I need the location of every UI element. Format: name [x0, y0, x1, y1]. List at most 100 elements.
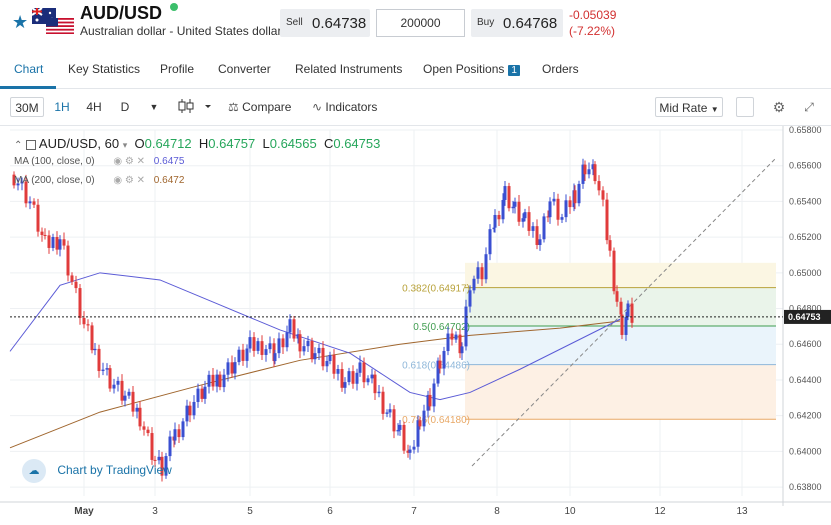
candle-body — [74, 281, 78, 289]
interval-30m-button[interactable]: 30M — [10, 97, 44, 117]
candle-body — [43, 234, 47, 236]
candle-body — [436, 360, 440, 384]
x-tick-label: 6 — [327, 506, 333, 517]
price-type-chevron-icon: ▼ — [710, 105, 719, 114]
indicators-button[interactable]: ∿ Indicators — [312, 97, 384, 117]
candle-body — [464, 306, 468, 347]
change-value: -0.05039 — [569, 8, 617, 22]
candle-body — [377, 391, 381, 394]
collapse-icon[interactable]: ⌃ — [14, 140, 23, 151]
candle-body — [460, 346, 464, 354]
sell-label: Sell — [286, 17, 303, 28]
candle-body — [591, 164, 595, 170]
ma100-controls-icon[interactable]: ◉ ⚙ ✕ — [113, 156, 146, 167]
ma100-label: MA (100, close, 0) — [14, 156, 95, 167]
interval-1h-button[interactable]: 1H — [54, 100, 70, 114]
candle-body — [252, 337, 256, 351]
tradingview-branding[interactable]: ☁ Chart by TradingView — [22, 459, 172, 483]
tab-profile[interactable]: Profile — [160, 62, 195, 76]
chart-style-button[interactable] — [172, 97, 218, 117]
candle-body — [388, 409, 392, 413]
open-label: O — [134, 136, 145, 151]
settings-gear-icon[interactable]: ⚙ — [772, 99, 786, 115]
candle-body — [620, 314, 624, 335]
candle-body — [292, 319, 296, 339]
candle-body — [32, 201, 36, 205]
candle-body — [222, 374, 226, 388]
fullscreen-checkbox[interactable] — [736, 97, 754, 117]
candle-body — [215, 374, 219, 387]
price-type-select[interactable]: Mid Rate ▼ — [655, 97, 723, 117]
candle-body — [615, 291, 619, 302]
current-price-tag — [784, 309, 831, 324]
candle-body — [583, 164, 587, 175]
chart-svg[interactable]: 0.65800 0.65600 0.65400 0.65200 0.65000 0.648… — [0, 125, 831, 520]
ma100-line — [9, 272, 621, 401]
y-tick-label: 0.65800 — [789, 126, 822, 135]
candle-body — [564, 200, 568, 218]
candle-body — [472, 278, 476, 291]
ma200-controls-icon[interactable]: ◉ ⚙ ✕ — [113, 175, 146, 186]
quantity-input[interactable]: 200000 — [376, 9, 465, 37]
candle-body — [131, 391, 135, 412]
candle-body — [608, 240, 612, 251]
candle-body — [288, 319, 292, 333]
y-tick-label: 0.65200 — [789, 232, 822, 242]
interval-d-button[interactable]: D — [120, 100, 130, 114]
visibility-box-icon[interactable] — [26, 139, 37, 150]
candle-body — [535, 226, 539, 245]
tab-chart[interactable]: Chart — [14, 62, 44, 76]
ma200-value: 0.6472 — [153, 175, 185, 186]
buy-button[interactable]: Buy 0.64768 — [471, 9, 563, 37]
candle-body — [157, 456, 161, 461]
indicators-label: Indicators — [325, 100, 378, 114]
x-tick-label: 5 — [247, 506, 253, 517]
price-change: -0.05039 (-7.22%) — [569, 7, 616, 39]
candle-body — [218, 374, 222, 388]
tab-converter[interactable]: Converter — [218, 62, 271, 76]
tab-related-instruments[interactable]: Related Instruments — [295, 62, 403, 76]
fib-level-label: 0.382(0.64917) — [402, 284, 470, 295]
price-chart[interactable]: 0.65800 0.65600 0.65400 0.65200 0.65000 0.648… — [0, 125, 831, 520]
interval-4h-button[interactable]: 4H — [86, 100, 102, 114]
candle-body — [277, 338, 281, 354]
candle-body — [306, 340, 310, 347]
candle-body — [241, 349, 245, 361]
low-label: L — [262, 136, 270, 151]
candle-body — [16, 183, 20, 186]
sell-button[interactable]: Sell 0.64738 — [280, 9, 370, 37]
candle-body — [62, 239, 66, 246]
candle-body — [93, 348, 97, 351]
trend-line — [471, 157, 777, 467]
interval-dropdown-chevron-icon[interactable]: ▼ — [149, 102, 159, 112]
candle-body — [20, 181, 24, 184]
tradingview-cloud-icon: ☁ — [22, 459, 46, 483]
tab-key-statistics[interactable]: Key Statistics — [68, 62, 141, 76]
candle-body — [325, 361, 329, 367]
tab-open-positions[interactable]: Open Positions 1 — [423, 62, 520, 76]
candle-body — [211, 374, 215, 387]
compare-button[interactable]: ⚖ Compare — [228, 97, 298, 117]
candle-body — [503, 186, 507, 200]
candle-body — [501, 199, 505, 220]
indicators-icon: ∿ — [312, 100, 323, 114]
candle-body — [78, 288, 82, 318]
candle-body — [108, 368, 112, 389]
candle-body — [310, 340, 314, 360]
candle-body — [521, 218, 525, 222]
candle-body — [196, 388, 200, 402]
candle-body — [146, 429, 150, 434]
candle-body — [552, 198, 556, 202]
candle-body — [313, 353, 317, 360]
expand-icon[interactable]: ⤢ — [804, 100, 814, 114]
candle-body — [185, 405, 189, 422]
candle-body — [281, 338, 285, 348]
candle-body — [416, 420, 420, 447]
candle-body — [268, 343, 272, 350]
y-tick-label: 0.63800 — [789, 482, 822, 492]
ma200-legend: MA (200, close, 0) ◉ ⚙ ✕ 0.6472 — [14, 175, 184, 186]
candle-body — [513, 201, 517, 207]
candle-body — [442, 351, 446, 369]
tab-orders[interactable]: Orders — [542, 62, 579, 76]
favorite-star-icon[interactable]: ★ — [12, 12, 29, 32]
